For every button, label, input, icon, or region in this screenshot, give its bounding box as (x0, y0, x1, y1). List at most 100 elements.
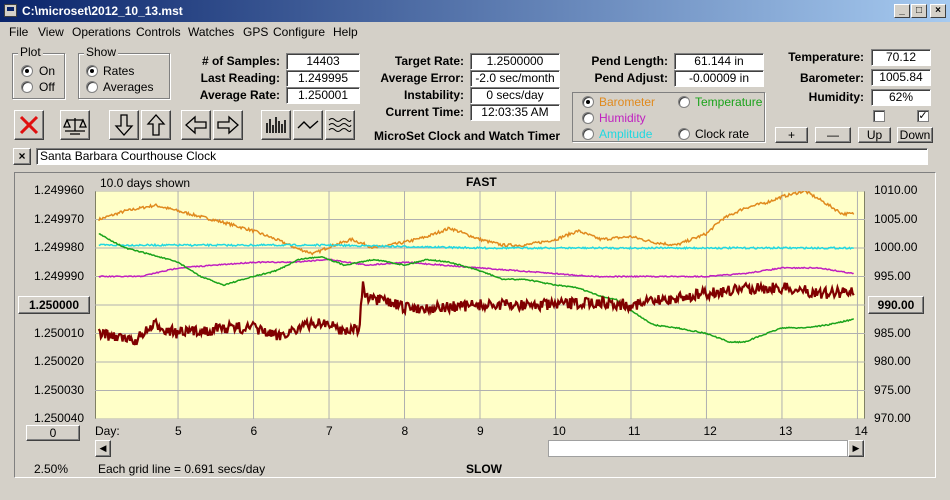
arrow-up-button[interactable] (141, 110, 171, 140)
x-tick-label: 5 (175, 424, 182, 438)
sensor-clock-rate-radio[interactable] (678, 128, 690, 140)
pend-length-label: Pend Length: (591, 54, 668, 68)
left-y-tick-label: 1.250010 (33, 325, 84, 340)
arrow-up-icon (146, 114, 166, 136)
pend-adjust-label: Pend Adjust: (594, 71, 668, 85)
scroll-track[interactable] (111, 440, 548, 457)
menu-help[interactable]: Help (333, 25, 358, 39)
plot-group-title: Plot (18, 45, 43, 59)
menu-configure[interactable]: Configure (273, 25, 326, 39)
histogram-view-button[interactable] (261, 110, 291, 140)
menu-watches[interactable]: Watches (188, 25, 235, 39)
right-y-tick-label: 995.00 (874, 268, 911, 283)
scroll-left-arrow-icon[interactable]: ◀ (95, 440, 111, 457)
offset-button[interactable]: 0 (26, 425, 80, 441)
sensor-amplitude-radio[interactable] (582, 128, 594, 140)
left-y-tick-label: 1.250030 (33, 382, 84, 397)
days-shown-label: 10.0 days shown (100, 176, 191, 190)
arrow-left-button[interactable] (181, 110, 211, 140)
last-reading-label: Last Reading: (200, 71, 280, 85)
red-x-icon (19, 115, 39, 135)
x-tick-label: 6 (250, 424, 258, 438)
wave-view-button[interactable] (325, 110, 355, 140)
series-line-humidity (98, 258, 854, 279)
clear-note-button[interactable]: × (13, 148, 31, 165)
sensor-clock-rate-label: Clock rate (695, 127, 750, 141)
x-tick-label: 10 (552, 424, 566, 438)
right-center-value-button[interactable]: 990.00 (868, 296, 924, 314)
show-averages-label: Averages (103, 80, 154, 94)
sensor-temperature-label: Temperature (695, 95, 763, 109)
left-y-tick-label: 1.249980 (33, 240, 84, 254)
instability-label: Instability: (403, 88, 464, 102)
line-chart-icon (297, 120, 319, 129)
show-averages-radio[interactable] (86, 81, 98, 93)
percent-label: 2.50% (34, 462, 69, 476)
average-rate-field: 1.250001 (286, 87, 360, 104)
checkbox-right[interactable]: ✓ (917, 110, 929, 122)
plot-off-radio[interactable] (21, 81, 33, 93)
stop-button[interactable] (14, 110, 44, 140)
menu-file[interactable]: File (9, 25, 29, 39)
left-y-tick-label: 1.249960 (33, 183, 84, 197)
line-view-button[interactable] (293, 110, 323, 140)
grid-note-label: Each grid line = 0.691 secs/day (98, 462, 266, 476)
horizontal-scrollbar[interactable]: ◀ ▶ (95, 440, 865, 457)
menu-gps[interactable]: GPS (243, 25, 269, 39)
calibrate-button[interactable] (60, 110, 90, 140)
left-y-tick-label: 1.249970 (33, 211, 84, 226)
pend-adjust-field: -0.00009 in (674, 70, 764, 87)
scale-down-button[interactable]: Down (897, 127, 933, 143)
scale-up-button[interactable]: Up (858, 127, 891, 143)
sensor-temperature-radio[interactable] (678, 96, 690, 108)
target-rate-label: Target Rate: (394, 54, 464, 68)
sensor-barometer-radio[interactable] (582, 96, 594, 108)
menu-view[interactable]: View (38, 25, 64, 39)
balance-scale-icon (63, 118, 87, 135)
right-y-tick-label: 975.00 (874, 382, 911, 397)
temperature-label: Temperature: (788, 50, 864, 64)
arrow-right-button[interactable] (213, 110, 243, 140)
menu-controls[interactable]: Controls (136, 25, 181, 39)
arrow-down-button[interactable] (109, 110, 139, 140)
slow-label: SLOW (466, 462, 502, 476)
menu-bar: File View Operations Controls Watches GP… (0, 22, 950, 42)
checkbox-left[interactable] (873, 110, 885, 122)
barometer-label: Barometer: (799, 71, 864, 85)
x-tick-label: 14 (854, 424, 868, 438)
clock-name-input[interactable]: Santa Barbara Courthouse Clock (36, 148, 928, 165)
scroll-right-arrow-icon[interactable]: ▶ (848, 440, 864, 457)
app-subtitle: MicroSet Clock and Watch Timer (374, 129, 561, 143)
menu-operations[interactable]: Operations (72, 25, 131, 39)
barometer-field: 1005.84 (871, 69, 931, 86)
show-rates-radio[interactable] (86, 65, 98, 77)
minimize-button[interactable]: _ (894, 4, 910, 18)
samples-field: 14403 (286, 53, 360, 70)
fast-label: FAST (466, 175, 497, 189)
maximize-button[interactable]: □ (911, 4, 927, 18)
sensor-humidity-label: Humidity (599, 111, 646, 125)
scroll-thumb[interactable] (548, 440, 848, 457)
x-tick-label: 11 (627, 424, 641, 438)
humidity-label: Humidity: (808, 90, 864, 104)
scale-plus-button[interactable]: + (775, 127, 808, 143)
series-line-clock-rate (97, 280, 855, 346)
waveform-icon (328, 118, 352, 132)
sensor-humidity-radio[interactable] (582, 112, 594, 124)
right-y-tick-label: 985.00 (874, 325, 911, 340)
close-window-button[interactable]: × (930, 4, 946, 18)
right-y-tick-label: 1010.00 (874, 183, 918, 197)
series-line-barometer (98, 191, 855, 256)
scale-minus-button[interactable]: — (815, 127, 851, 143)
sensor-barometer-label: Barometer (599, 95, 656, 109)
arrow-right-icon (217, 115, 239, 135)
plot-off-label: Off (39, 80, 55, 94)
plot-on-radio[interactable] (21, 65, 33, 77)
samples-label: # of Samples: (201, 54, 280, 68)
arrow-down-icon (114, 114, 134, 136)
pend-length-field: 61.144 in (674, 53, 764, 70)
left-center-value-button[interactable]: 1.250000 (18, 296, 90, 314)
right-y-tick-label: 1005.00 (874, 211, 918, 226)
x-tick-label: 13 (778, 424, 793, 438)
series-line-amplitude (98, 242, 854, 251)
